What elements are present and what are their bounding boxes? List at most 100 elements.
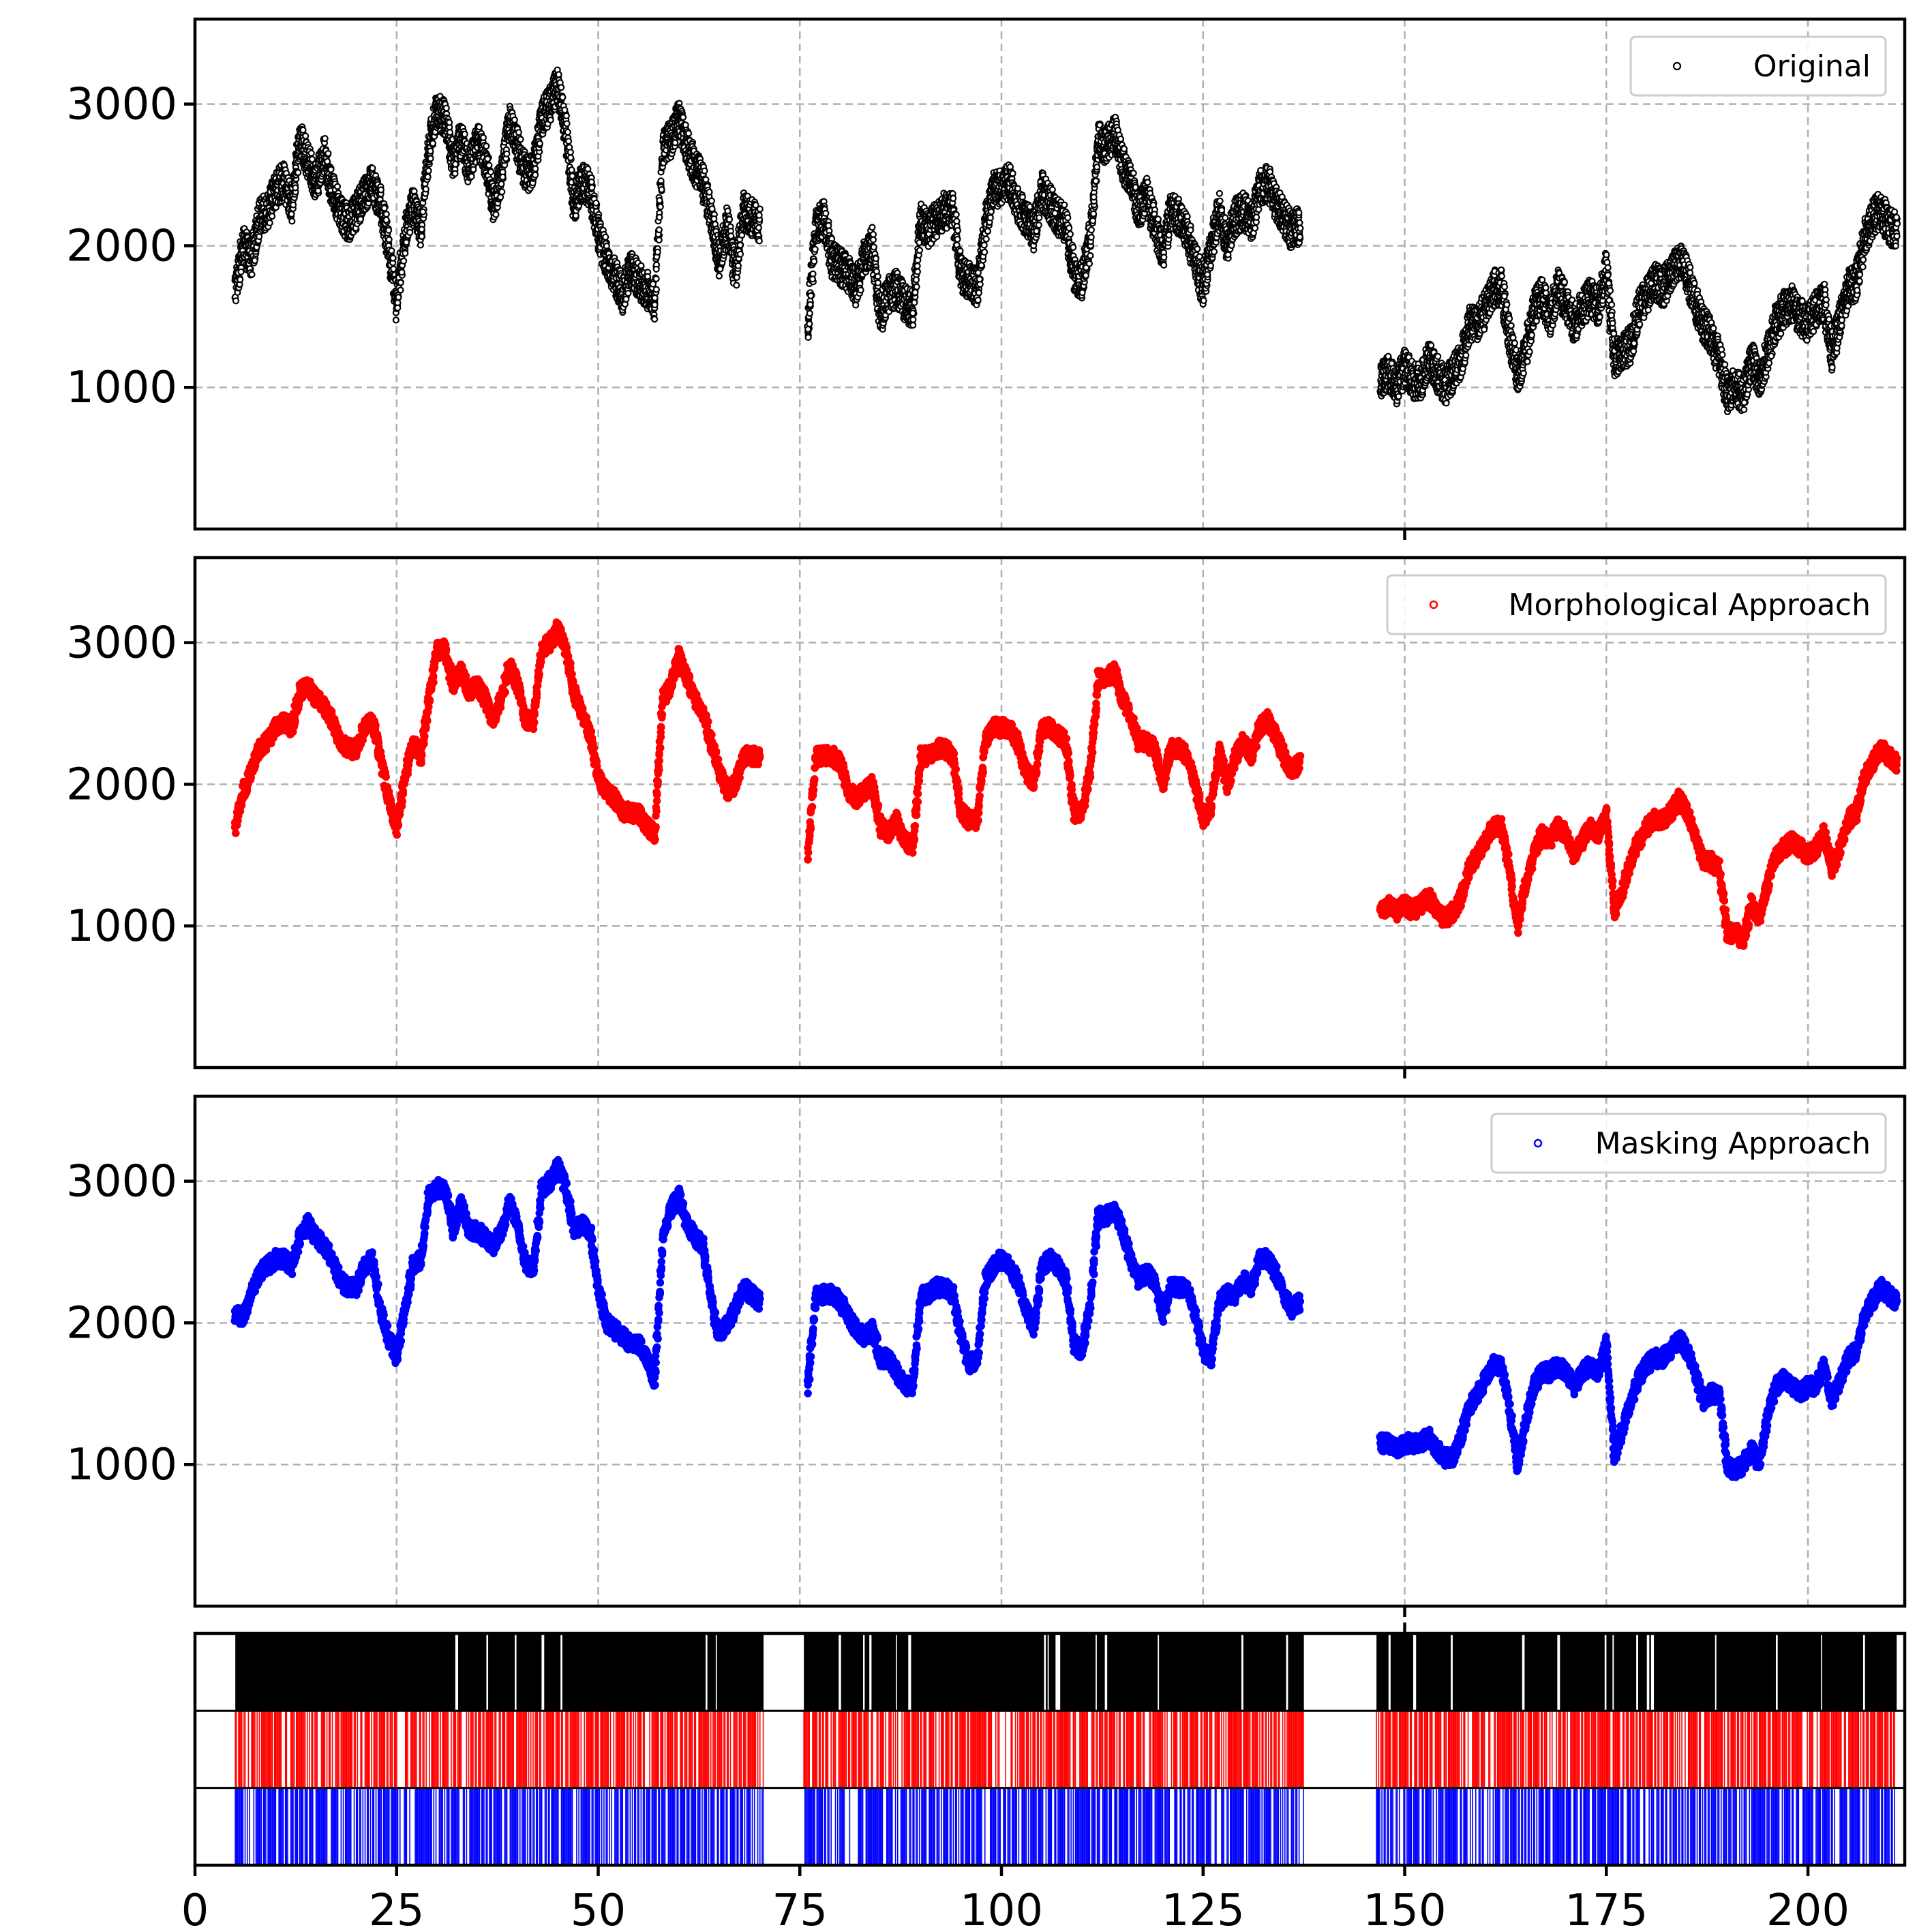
data-point [401,258,406,264]
data-point [292,185,298,191]
data-point [739,232,744,238]
data-point [738,252,743,257]
data-point [808,302,813,307]
data-point [399,269,404,275]
data-point [494,212,499,217]
data-point [427,149,433,154]
data-point [915,269,920,275]
data-point [738,243,743,248]
data-point [295,170,301,175]
data-point [711,216,716,222]
data-point [871,232,876,237]
data-point [657,198,663,203]
data-point [716,273,722,279]
data-point [309,151,314,156]
data-point [680,115,686,120]
data-point [558,85,564,90]
data-point [512,117,517,123]
data-point [757,207,763,212]
data-point [239,269,244,275]
data-point [516,130,522,135]
data-point [396,295,402,300]
data-point [402,251,408,256]
data-point [869,225,875,230]
data-point [914,277,919,282]
data-point [915,263,920,269]
data-point [650,282,656,287]
data-point [444,106,449,111]
data-point [656,227,662,232]
data-point [418,243,423,248]
data-point [498,181,504,187]
data-point [250,272,255,277]
data-point [486,163,492,168]
data-point [808,293,813,299]
data-point [518,136,524,142]
data-point [658,204,663,209]
data-point [625,290,631,296]
data-point [335,184,340,190]
data-point [382,205,387,211]
data-point [237,277,243,282]
data-point [652,302,658,307]
data-point [593,200,599,206]
data-point [391,256,396,261]
data-point [757,238,762,243]
data-point [267,220,273,226]
data-point [734,282,739,288]
data-point [806,321,812,327]
data-point [407,230,412,235]
data-point [910,322,916,328]
data-point [656,215,662,220]
data-point [756,225,761,230]
data-point [702,168,708,174]
data-point [289,211,295,217]
data-point [252,258,258,263]
data-point [470,167,476,172]
data-point [384,211,389,217]
data-point [447,120,452,125]
data-point [728,233,734,239]
data-point [736,263,741,269]
data-point [289,218,295,224]
data-point [569,167,575,172]
data-point [233,298,239,303]
data-point [428,155,434,161]
data-point [873,256,879,261]
data-point [910,317,916,322]
data-point [358,217,363,222]
data-point [425,175,431,180]
data-point [655,250,661,255]
data-point [568,149,573,155]
data-point [301,127,306,133]
data-point [481,135,486,140]
data-point [548,117,554,123]
data-point [806,335,811,340]
data-point [560,95,565,100]
data-point [589,185,594,190]
data-point [419,234,425,239]
data-point [914,284,920,290]
data-point [654,287,659,292]
data-point [420,209,425,215]
data-point [656,237,662,243]
data-point [910,310,916,316]
data-point [652,295,658,301]
data-point [504,151,509,157]
data-point [875,274,881,280]
data-point [500,175,505,180]
data-point [727,217,732,222]
data-point [303,134,308,139]
data-point [532,166,538,172]
data-point [369,166,375,171]
data-point [483,143,489,149]
data-point [398,280,404,286]
data-point [589,179,594,185]
data-point [638,263,644,269]
data-point [568,155,573,160]
data-point [757,213,762,218]
data-point [912,290,918,295]
data-point [387,237,392,242]
data-point [386,228,391,233]
